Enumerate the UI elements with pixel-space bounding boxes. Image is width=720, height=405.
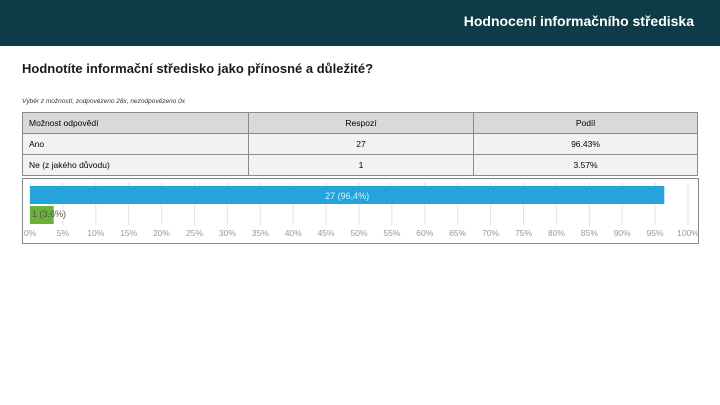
x-tick-label: 15% xyxy=(120,228,137,238)
x-tick-label: 50% xyxy=(350,228,367,238)
question-title: Hodnotíte informační středisko jako přín… xyxy=(22,61,374,76)
x-tick-label: 40% xyxy=(285,228,302,238)
row-responses: 27 xyxy=(248,133,474,155)
x-tick-label: 55% xyxy=(383,228,400,238)
row-option: Ano xyxy=(22,133,249,155)
bar xyxy=(30,186,665,204)
bar-data-label: 27 (96,4%) xyxy=(325,191,369,201)
row-responses: 1 xyxy=(248,154,474,176)
x-tick-label: 25% xyxy=(186,228,203,238)
x-tick-label: 10% xyxy=(87,228,104,238)
bar-data-label: 1 (3,6%) xyxy=(32,209,66,219)
x-tick-label: 70% xyxy=(482,228,499,238)
column-header-responses: Respozí xyxy=(248,112,474,134)
x-tick-label: 75% xyxy=(515,228,532,238)
x-tick-label: 5% xyxy=(57,228,70,238)
response-table: Možnost odpovědí Respozí Podíl Ano 27 96… xyxy=(22,112,698,176)
answer-meta: Výběr z možností, zodpovězeno 28x, nezod… xyxy=(22,98,185,105)
x-tick-label: 30% xyxy=(219,228,236,238)
row-share: 96.43% xyxy=(473,133,698,155)
column-header-share: Podíl xyxy=(473,112,698,134)
x-tick-label: 35% xyxy=(252,228,269,238)
x-tick-label: 0% xyxy=(24,228,37,238)
bar-chart-svg: 0% 5% 10% 15% 20% 25% 30% 35% 40% 45% 50% 55% 60% 65%… xyxy=(24,182,698,238)
x-tick-label: 60% xyxy=(416,228,433,238)
table-row: Ano 27 96.43% xyxy=(22,133,698,155)
bar-chart: 0% 5% 10% 15% 20% 25% 30% 35% 40% 45% 50% 55% 60% 65%… xyxy=(22,178,699,244)
row-option: Ne (z jakého důvodu) xyxy=(22,154,249,176)
x-tick-label: 80% xyxy=(548,228,565,238)
table-row: Ne (z jakého důvodu) 1 3.57% xyxy=(22,154,698,176)
slide-title: Hodnocení informačního střediska xyxy=(463,13,694,29)
slide-header: Hodnocení informačního střediska xyxy=(0,0,720,46)
x-tick-label: 90% xyxy=(614,228,631,238)
x-tick-label: 95% xyxy=(647,228,664,238)
column-header-option: Možnost odpovědí xyxy=(22,112,249,134)
x-tick-label: 20% xyxy=(153,228,170,238)
table-header-row: Možnost odpovědí Respozí Podíl xyxy=(22,112,698,134)
x-tick-label: 45% xyxy=(318,228,335,238)
x-tick-label: 85% xyxy=(581,228,598,238)
x-tick-label: 100% xyxy=(677,228,698,238)
bar xyxy=(30,206,54,224)
x-tick-label: 65% xyxy=(449,228,466,238)
row-share: 3.57% xyxy=(473,154,698,176)
